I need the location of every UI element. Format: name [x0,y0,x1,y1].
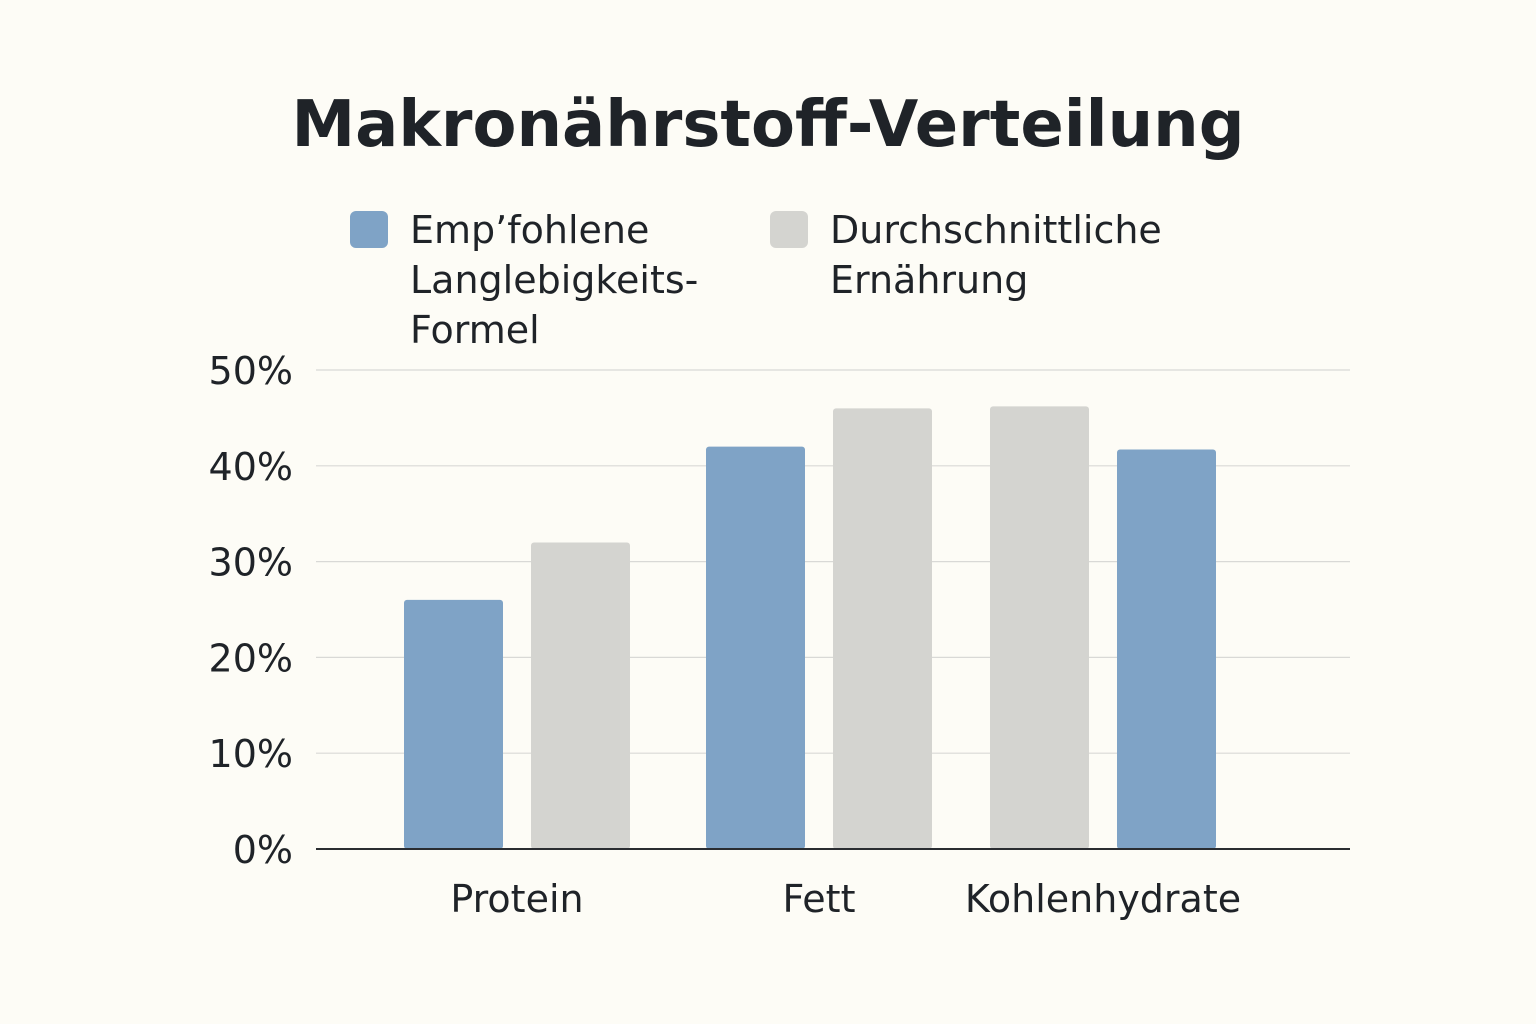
x-axis-categories: Protein Fett Kohlenhydrate [450,877,1241,921]
legend-label: Ernährung [830,258,1028,302]
y-tick-label: 10% [209,732,293,776]
y-tick-label: 20% [209,636,293,680]
legend-label: Langlebigkeits- [410,258,698,302]
y-axis-ticks: 0% 10% 20% 30% 40% 50% [209,349,293,872]
x-category-label: Protein [450,877,583,921]
y-tick-label: 50% [209,349,293,393]
bar-protein-series-1 [531,542,630,849]
bar-protein-series-0 [404,599,503,849]
bar-kohlenhydrate-series-1 [990,406,1089,849]
legend-label: Emp’fohlene [410,208,649,252]
legend-label: Formel [410,308,540,352]
y-tick-label: 0% [233,828,293,872]
legend-swatch [770,211,808,248]
bar-fett-series-0 [706,446,805,849]
bars [404,406,1216,849]
x-category-label: Kohlenhydrate [965,877,1241,921]
legend: Emp’fohlene Langlebigkeits- Formel Durchsch… [350,208,1162,352]
legend-swatch [350,211,388,248]
y-tick-label: 30% [209,541,293,585]
bar-fett-series-1 [833,408,932,849]
x-category-label: Fett [783,877,856,921]
y-tick-label: 40% [209,445,293,489]
bar-kohlenhydrate-series-0 [1117,449,1216,849]
chart-title: Makronährstoff-Verteilung [291,88,1244,162]
legend-label: Durchschnittliche [830,208,1162,252]
